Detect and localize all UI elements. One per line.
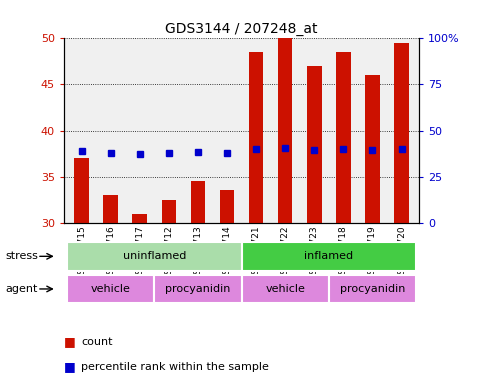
Text: uninflamed: uninflamed [123,251,186,262]
Text: vehicle: vehicle [265,284,305,294]
Bar [220,190,234,223]
Bar [162,200,176,223]
Text: count: count [81,337,113,347]
Bar [249,52,263,223]
Text: ■: ■ [64,360,76,373]
Bar [307,66,321,223]
Bar [133,214,147,223]
Bar [394,43,409,223]
Bar [336,52,351,223]
Bar [74,158,89,223]
Text: procyanidin: procyanidin [340,284,405,294]
Text: procyanidin: procyanidin [165,284,231,294]
Text: percentile rank within the sample: percentile rank within the sample [81,362,269,372]
Bar [365,75,380,223]
Text: inflamed: inflamed [304,251,353,262]
Text: stress: stress [5,251,38,262]
Text: ■: ■ [64,335,76,348]
Bar [191,181,205,223]
Text: vehicle: vehicle [91,284,131,294]
Bar [278,38,292,223]
Text: agent: agent [5,284,37,294]
Title: GDS3144 / 207248_at: GDS3144 / 207248_at [165,22,318,36]
Bar [104,195,118,223]
